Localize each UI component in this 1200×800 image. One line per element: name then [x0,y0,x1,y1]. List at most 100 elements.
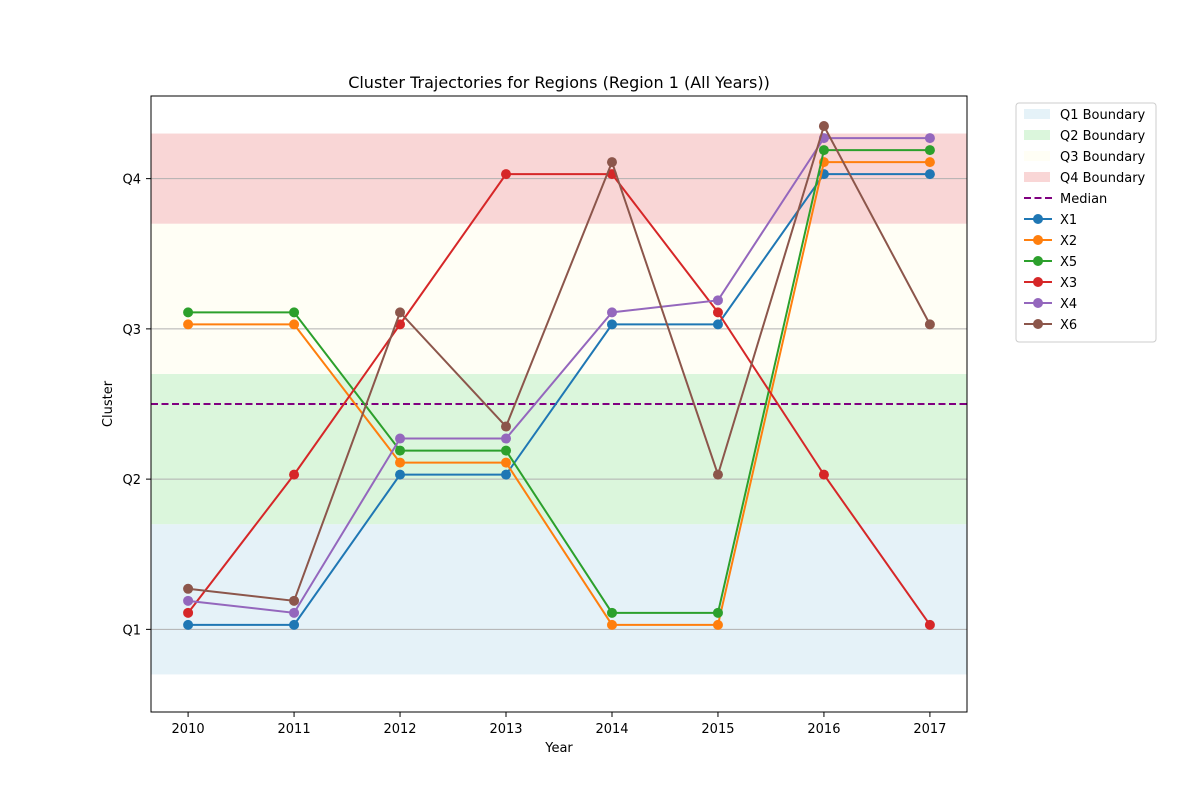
data-point-x2-2011 [289,319,300,330]
data-point-x6-2016 [818,121,829,132]
x-axis: 2010 2011 2012 2013 2014 2015 2016 2017 [172,712,946,737]
legend-label-x2: X2 [1060,234,1077,249]
legend-swatch-marker-x2 [1033,235,1043,245]
gridlines [151,178,967,630]
data-point-x5-2016 [818,145,829,156]
data-point-x5-2010 [183,307,194,318]
x-tick-label-2011: 2011 [278,722,311,737]
x-tick-label-2012: 2012 [383,722,416,737]
y-axis-label: Cluster [101,380,116,427]
x-tick-label-2013: 2013 [489,722,522,737]
legend-swatch-marker-x1 [1033,214,1043,224]
data-point-x5-2012 [395,445,406,456]
y-tick-label-q4: Q4 [122,173,141,188]
data-point-x1-2014 [606,319,617,330]
legend-label-q2-boundary: Q2 Boundary [1060,129,1146,144]
data-point-x1-2011 [289,619,300,630]
legend-swatch-marker-x6 [1033,319,1043,329]
series-x6 [183,121,935,606]
legend-item-q4-boundary: Q4 Boundary [1024,171,1146,186]
x-tick-label-2017: 2017 [913,722,946,737]
legend-item-q1-boundary: Q1 Boundary [1024,108,1146,123]
data-point-x2-2010 [183,319,194,330]
series-line-x4 [187,137,930,614]
legend-item-q2-boundary: Q2 Boundary [1024,129,1146,144]
data-point-x6-2017 [924,319,935,330]
legend-swatch-q4-boundary [1024,172,1050,182]
y-tick-label-q3: Q3 [122,323,141,338]
data-point-x4-2012 [395,433,406,444]
data-point-x1-2013 [501,469,512,480]
data-point-x6-2013 [501,421,512,432]
series-line-x3 [187,173,931,626]
data-point-x4-2015 [712,295,723,306]
series-line-x6 [187,123,931,602]
x-tick-label-2015: 2015 [701,722,734,737]
data-point-x1-2017 [924,169,935,180]
data-point-x2-2014 [606,619,617,630]
legend: Q1 Boundary Q2 Boundary Q3 Boundary Q4 Boun… [1015,102,1157,343]
data-point-x2-2017 [924,157,935,168]
legend-item-q3-boundary: Q3 Boundary [1024,150,1146,165]
data-point-x3-2017 [924,619,935,630]
y-axis: Q1 Q2 Q3 Q4 [122,173,151,638]
legend-item-x1: X1 [1024,213,1077,228]
legend-swatch-marker-x3 [1033,277,1043,287]
data-point-x5-2017 [924,145,935,156]
data-point-x6-2015 [712,469,723,480]
legend-item-x3: X3 [1024,276,1077,291]
data-point-x6-2012 [395,307,406,318]
data-point-x3-2010 [183,607,194,618]
data-point-x4-2011 [289,607,300,618]
legend-label-q4-boundary: Q4 Boundary [1060,171,1146,186]
data-point-x5-2013 [501,445,512,456]
y-tick-label-q1: Q1 [122,623,141,638]
data-point-x4-2017 [924,133,935,144]
data-point-x6-2010 [183,583,194,594]
legend-swatch-marker-x4 [1033,298,1043,308]
data-point-x3-2016 [818,469,829,480]
series-x5 [183,145,935,618]
legend-item-x4: X4 [1024,297,1077,312]
data-point-x2-2015 [712,619,723,630]
legend-label-median: Median [1060,192,1107,207]
legend-item-median: Median [1024,192,1107,207]
series-x4 [183,133,935,618]
x-tick-label-2010: 2010 [172,722,205,737]
legend-swatch-q2-boundary [1024,130,1050,140]
legend-label-q1-boundary: Q1 Boundary [1060,108,1146,123]
legend-swatch-q3-boundary [1024,151,1050,161]
data-point-x2-2013 [501,457,512,468]
data-point-x3-2013 [501,169,512,180]
series-line-x2 [188,161,930,626]
series-line-x5 [188,149,930,614]
data-point-x6-2014 [606,157,617,168]
data-point-x3-2011 [289,469,300,480]
series-layer [183,121,935,630]
legend-swatch-q1-boundary [1024,109,1050,119]
x-axis-label: Year [544,741,573,756]
legend-label-q3-boundary: Q3 Boundary [1060,150,1146,165]
data-point-x5-2014 [606,607,617,618]
legend-swatch-marker-x5 [1033,256,1043,266]
data-point-x1-2010 [183,619,194,630]
x-tick-label-2016: 2016 [807,722,840,737]
data-point-x4-2014 [606,307,617,318]
x-tick-label-2014: 2014 [595,722,628,737]
legend-label-x1: X1 [1060,213,1077,228]
band-q3 [151,223,967,374]
legend-label-x5: X5 [1060,255,1077,270]
data-point-x4-2013 [501,433,512,444]
data-point-x5-2011 [289,307,300,318]
legend-item-x5: X5 [1024,255,1077,270]
legend-item-x2: X2 [1024,234,1077,249]
plot-frame [150,95,968,713]
chart-title: Cluster Trajectories for Regions (Region… [348,73,770,92]
data-point-x4-2010 [183,595,194,606]
data-point-x3-2015 [712,307,723,318]
data-point-x1-2015 [712,319,723,330]
legend-item-x6: X6 [1024,318,1077,333]
legend-label-x6: X6 [1060,318,1077,333]
data-point-x5-2015 [712,607,723,618]
